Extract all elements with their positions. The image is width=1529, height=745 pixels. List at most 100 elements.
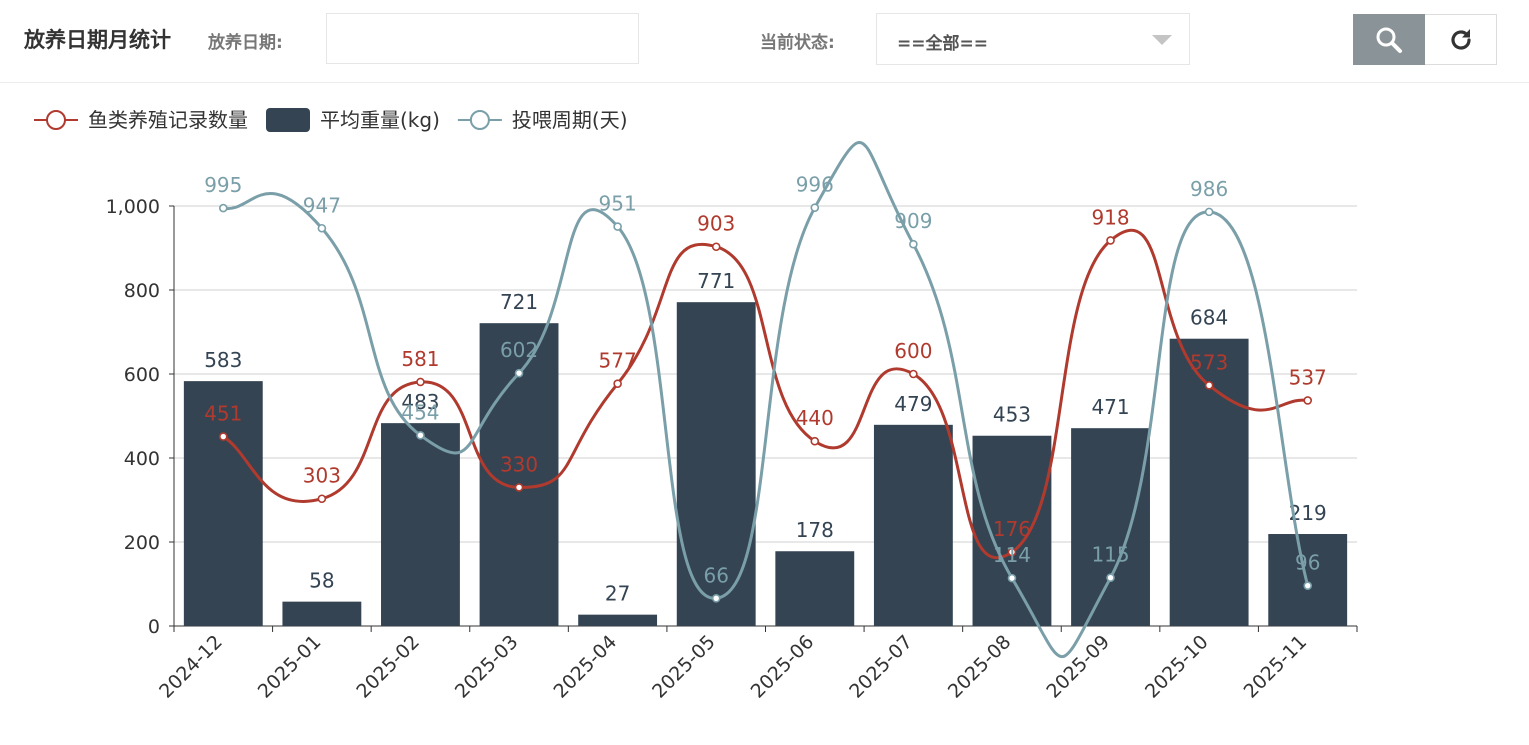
bar-label: 479: [894, 392, 932, 416]
bar-label: 583: [204, 348, 242, 372]
legend-label: 投喂周期(天): [512, 108, 628, 132]
line-label: 947: [303, 193, 341, 217]
line-point: [711, 593, 721, 603]
x-tick-label: 2024-12: [155, 631, 227, 703]
line-label: 903: [697, 212, 735, 236]
line-label: 440: [796, 406, 834, 430]
line-point: [1007, 547, 1017, 557]
y-tick-label: 0: [148, 616, 160, 638]
line-point: [514, 483, 524, 492]
line-label: 303: [303, 464, 341, 488]
x-tick-label: 2025-09: [1042, 631, 1114, 703]
legend-bar-icon: [266, 108, 310, 132]
line-point: [1204, 207, 1214, 217]
line-point: [810, 203, 820, 212]
line-point: [416, 431, 425, 440]
x-tick-label: 2025-06: [747, 631, 819, 703]
line-label: 573: [1190, 350, 1228, 374]
y-tick-label: 1,000: [106, 196, 160, 218]
line-label: 537: [1289, 365, 1327, 389]
line-point: [218, 203, 228, 213]
refresh-button[interactable]: [1425, 14, 1497, 65]
bar: [578, 614, 658, 626]
line-label: 581: [401, 347, 439, 371]
page-title: 放养日期月统计: [24, 28, 171, 52]
bar: [1071, 428, 1150, 626]
line-label: 951: [599, 192, 637, 216]
line-label: 995: [204, 173, 242, 197]
x-tick-label: 2025-07: [845, 631, 917, 703]
y-tick-label: 200: [124, 532, 160, 554]
line-label: 115: [1091, 543, 1129, 567]
line-point: [810, 436, 820, 446]
line-label: 600: [894, 339, 932, 363]
line-label: 114: [993, 543, 1031, 567]
y-tick-label: 800: [124, 280, 160, 302]
line-label: 918: [1091, 205, 1129, 229]
line-point: [416, 377, 425, 387]
legend-label: 鱼类养殖记录数量: [88, 108, 248, 132]
line-label: 66: [703, 563, 728, 587]
line-point: [514, 368, 524, 378]
line-label: 996: [796, 173, 834, 197]
x-tick-label: 2025-10: [1141, 631, 1213, 703]
line-label: 577: [599, 349, 637, 373]
bar-label: 453: [993, 403, 1031, 427]
line-point: [1204, 381, 1214, 390]
x-tick-label: 2025-08: [944, 631, 1016, 703]
bar-label: 58: [309, 569, 334, 593]
bar: [282, 601, 362, 626]
line-point: [317, 494, 327, 504]
chevron-down-icon: [1152, 35, 1172, 45]
series-line-2: [222, 141, 1310, 659]
line-label: 454: [401, 400, 439, 424]
date-label: 放养日期:: [208, 33, 283, 53]
y-tick-label: 400: [124, 448, 160, 470]
line-point: [909, 239, 918, 249]
bar: [183, 381, 263, 626]
line-point: [1303, 581, 1313, 590]
line-label: 176: [993, 517, 1031, 541]
chart: 0 200 400 600 800 1,000 2024-12 2025-01 2025-02 2…: [34, 108, 1358, 703]
x-tick-label: 2025-11: [1240, 631, 1312, 703]
bar-label: 721: [500, 290, 538, 314]
line-label: 909: [894, 209, 932, 233]
legend-label: 平均重量(kg): [320, 108, 440, 132]
status-value: ==全部==: [897, 34, 988, 54]
bar-label: 483: [401, 390, 439, 414]
legend-marker-icon: [46, 110, 66, 130]
line-label: 96: [1295, 551, 1320, 575]
bar: [775, 551, 855, 626]
line-label: 451: [204, 402, 242, 426]
line-point: [711, 242, 721, 252]
line-point: [613, 222, 622, 231]
bar: [381, 423, 460, 626]
line-label: 602: [500, 338, 538, 362]
line-label: 986: [1190, 177, 1228, 201]
refresh-icon: [1450, 28, 1471, 50]
bar-label: 771: [697, 269, 735, 293]
line-point: [317, 223, 327, 233]
line-label: 330: [500, 452, 538, 476]
x-tick-label: 2025-04: [549, 631, 621, 703]
bar-label: 684: [1190, 306, 1228, 330]
x-tick-label: 2025-02: [352, 631, 424, 703]
line-point: [613, 379, 622, 388]
y-tick-label: 600: [124, 364, 160, 386]
bar-label: 471: [1091, 395, 1129, 419]
search-button[interactable]: [1353, 14, 1425, 65]
line-point: [1007, 573, 1017, 583]
line-point: [1106, 573, 1115, 583]
line-point: [1106, 236, 1115, 245]
x-tick-label: 2025-01: [254, 631, 326, 703]
date-input[interactable]: [326, 13, 639, 64]
bar: [873, 424, 953, 626]
line-point: [218, 432, 228, 441]
status-select[interactable]: ==全部==: [876, 13, 1190, 65]
line-point: [1303, 396, 1313, 405]
bar-label: 178: [796, 518, 834, 542]
toolbar: 放养日期月统计 放养日期: 当前状态: ==全部==: [0, 0, 1529, 83]
x-tick-label: 2025-05: [648, 631, 720, 703]
bar: [972, 435, 1052, 626]
legend-marker-icon: [469, 110, 490, 130]
